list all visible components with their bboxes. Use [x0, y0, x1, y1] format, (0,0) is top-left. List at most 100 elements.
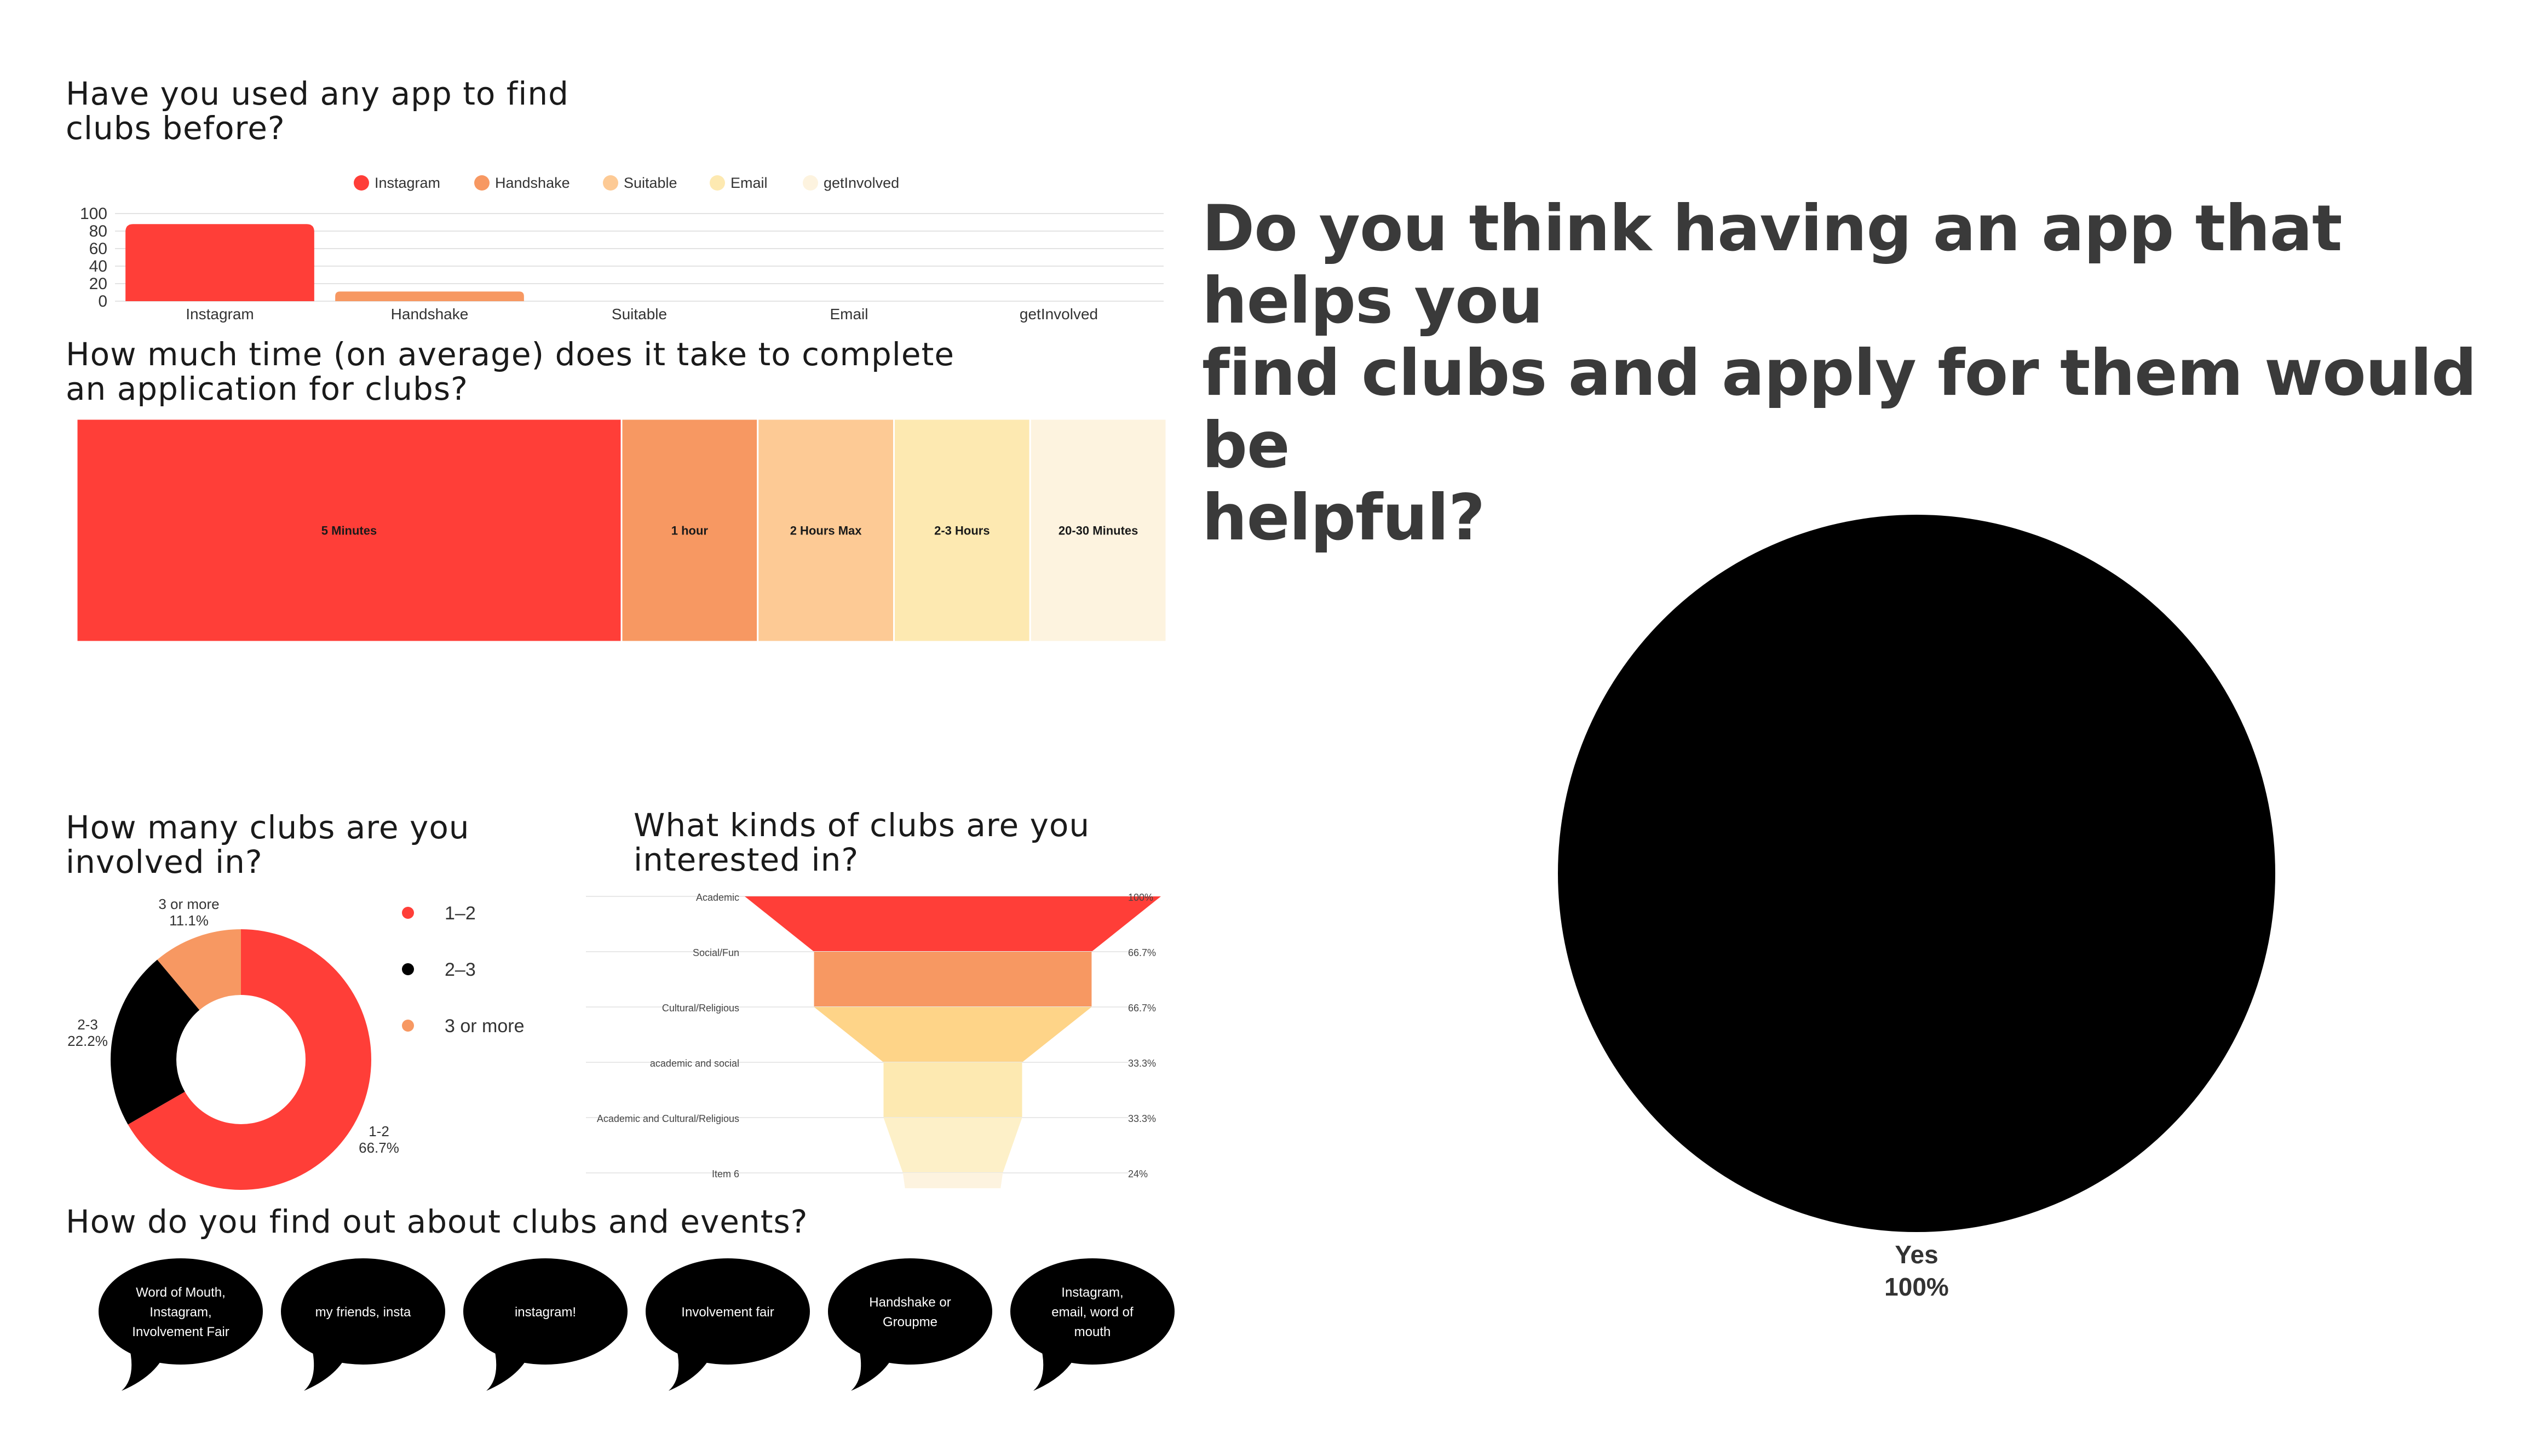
treemap-cell-3	[893, 418, 1031, 643]
treemap-label-4: 20-30 Minutes	[1058, 524, 1138, 538]
speech-bubble-tail-4	[851, 1344, 894, 1391]
donut-label-2: 3 or more	[158, 896, 219, 912]
club-kinds-funnel-chart: Academic 100% Social/Fun 66.7% Cultural/Reli…	[586, 892, 1161, 1188]
funnel-category-label-5: Item 6	[712, 1169, 739, 1179]
funnel-segment-0	[745, 896, 1161, 952]
y-tick-label-4: 20	[89, 275, 107, 293]
speech-bubble-text-5-2: mouth	[1074, 1325, 1111, 1339]
helpful-question-title: Do you think having an app that helps yo…	[1202, 193, 2537, 554]
pie-slice-0	[1558, 515, 2275, 1232]
legend-label-0: Instagram	[375, 175, 440, 191]
speech-bubble-body-2	[463, 1258, 628, 1365]
treemap-label-3: 2-3 Hours	[934, 524, 990, 538]
funnel-value-label-5: 24%	[1128, 1169, 1148, 1179]
speech-bubble-tail-0	[122, 1344, 164, 1391]
donut-legend-dot-2	[402, 1020, 414, 1032]
speech-bubble-body-4	[828, 1258, 992, 1365]
funnel-category-label-2: Cultural/Religious	[662, 1003, 739, 1014]
speech-bubble-text-0-1: Instagram,	[149, 1305, 211, 1320]
speech-bubble-tail-5	[1033, 1344, 1076, 1391]
donut-legend-label-2: 3 or more	[445, 1016, 525, 1037]
x-tick-label-1: Handshake	[391, 306, 469, 323]
treemap-label-0: 5 Minutes	[321, 524, 377, 538]
speech-bubble-body-1	[281, 1258, 445, 1365]
find-out-answers-bubbles: Word of Mouth, Instagram, Involvement Fair…	[99, 1258, 1175, 1391]
funnel-value-label-3: 33.3%	[1128, 1058, 1156, 1069]
funnel-segment-3	[883, 1062, 1022, 1118]
bar-0	[125, 224, 314, 301]
bar-1	[335, 291, 524, 301]
helpful-title-line1: Do you think having an app that helps yo…	[1202, 192, 2343, 338]
legend-dot-0	[354, 175, 369, 191]
treemap-cell-4	[1029, 418, 1167, 643]
donut-legend-label-0: 1–2	[445, 903, 476, 924]
apps-bar-chart: Instagram Handshake Suitable Email getInvolv…	[80, 175, 1164, 323]
funnel-value-label-2: 66.7%	[1128, 1003, 1156, 1014]
donut-value-2: 11.1%	[169, 912, 209, 929]
speech-bubble-text-2-0: instagram!	[515, 1305, 576, 1320]
legend-dot-4	[803, 175, 818, 191]
x-tick-label-0: Instagram	[186, 306, 254, 323]
treemap-label-2: 2 Hours Max	[790, 524, 862, 538]
speech-bubble-5: Instagram, email, word of mouth	[1010, 1258, 1175, 1391]
apps-question-title: Have you used any app to find clubs befo…	[66, 77, 569, 146]
funnel-category-label-4: Academic and Cultural/Religious	[597, 1113, 739, 1124]
speech-bubble-0: Word of Mouth, Instagram, Involvement Fair	[99, 1258, 263, 1391]
y-tick-label-0: 100	[80, 205, 107, 223]
pie-label-0: Yes	[1895, 1240, 1938, 1269]
treemap-label-1: 1 hour	[671, 524, 709, 538]
legend-label-2: Suitable	[624, 175, 677, 191]
apps-title-line2: clubs before?	[66, 110, 285, 147]
clubs-count-question-title: How many clubs are you involved in?	[66, 810, 470, 879]
speech-bubble-text-1-0: my friends, insta	[315, 1305, 411, 1320]
speech-bubble-body-0	[99, 1258, 263, 1365]
donut-value-1: 22.2%	[67, 1033, 108, 1049]
legend-dot-3	[710, 175, 725, 191]
legend-dot-2	[603, 175, 618, 191]
application-time-treemap: 5 Minutes 1 hour 2 Hours Max 2-3 Hours 20-30…	[76, 418, 1167, 643]
funnel-segment-2	[814, 1007, 1092, 1062]
funnel-category-label-0: Academic	[696, 892, 739, 903]
speech-bubble-4: Handshake or Groupme	[828, 1258, 992, 1391]
x-tick-label-3: Email	[830, 306, 868, 323]
legend-dot-1	[474, 175, 490, 191]
donut-legend-label-1: 2–3	[445, 959, 476, 980]
speech-bubble-text-5-0: Instagram,	[1061, 1285, 1123, 1300]
speech-bubble-body-3	[646, 1258, 810, 1365]
funnel-segment-4	[883, 1118, 1022, 1173]
legend-label-1: Handshake	[495, 175, 570, 191]
helpful-title-line3: helpful?	[1202, 481, 1485, 555]
funnel-value-label-1: 66.7%	[1128, 947, 1156, 958]
find-out-question-title: How do you find out about clubs and even…	[66, 1203, 808, 1240]
y-tick-label-3: 40	[89, 257, 107, 275]
helpful-title-line2: find clubs and apply for them would be	[1202, 336, 2477, 482]
speech-bubble-body-5	[1010, 1258, 1175, 1365]
treemap-cell-2	[757, 418, 895, 643]
y-tick-label-5: 0	[98, 292, 107, 310]
speech-bubble-text-3-0: Involvement fair	[681, 1305, 774, 1320]
club-kinds-question-title: What kinds of clubs are you interested i…	[634, 808, 1090, 877]
clubs-count-title-line2: involved in?	[66, 843, 263, 880]
legend-label-4: getInvolved	[824, 175, 899, 191]
club-kinds-title-line2: interested in?	[634, 841, 859, 878]
speech-bubble-2: instagram!	[463, 1258, 628, 1391]
pie-value-0: 100%	[1884, 1273, 1949, 1301]
apps-title-line1: Have you used any app to find	[66, 75, 569, 112]
donut-label-1: 2-3	[77, 1016, 98, 1033]
speech-bubble-1: my friends, insta	[281, 1258, 445, 1391]
legend-label-3: Email	[730, 175, 768, 191]
speech-bubble-text-5-1: email, word of	[1051, 1305, 1134, 1320]
funnel-category-label-3: academic and social	[650, 1058, 739, 1069]
donut-slice-0	[128, 929, 371, 1190]
donut-slice-2	[157, 929, 241, 1010]
speech-bubble-text-0-2: Involvement Fair	[132, 1325, 229, 1339]
speech-bubble-tail-3	[669, 1344, 711, 1391]
helpful-pie-chart: Yes 100%	[1558, 515, 2275, 1301]
donut-value-0: 66.7%	[359, 1140, 399, 1156]
donut-legend-dot-0	[402, 907, 414, 919]
speech-bubble-text-4-1: Groupme	[883, 1315, 937, 1330]
x-tick-label-4: getInvolved	[1020, 306, 1098, 323]
funnel-value-label-4: 33.3%	[1128, 1113, 1156, 1124]
time-question-title: How much time (on average) does it take …	[66, 337, 954, 406]
